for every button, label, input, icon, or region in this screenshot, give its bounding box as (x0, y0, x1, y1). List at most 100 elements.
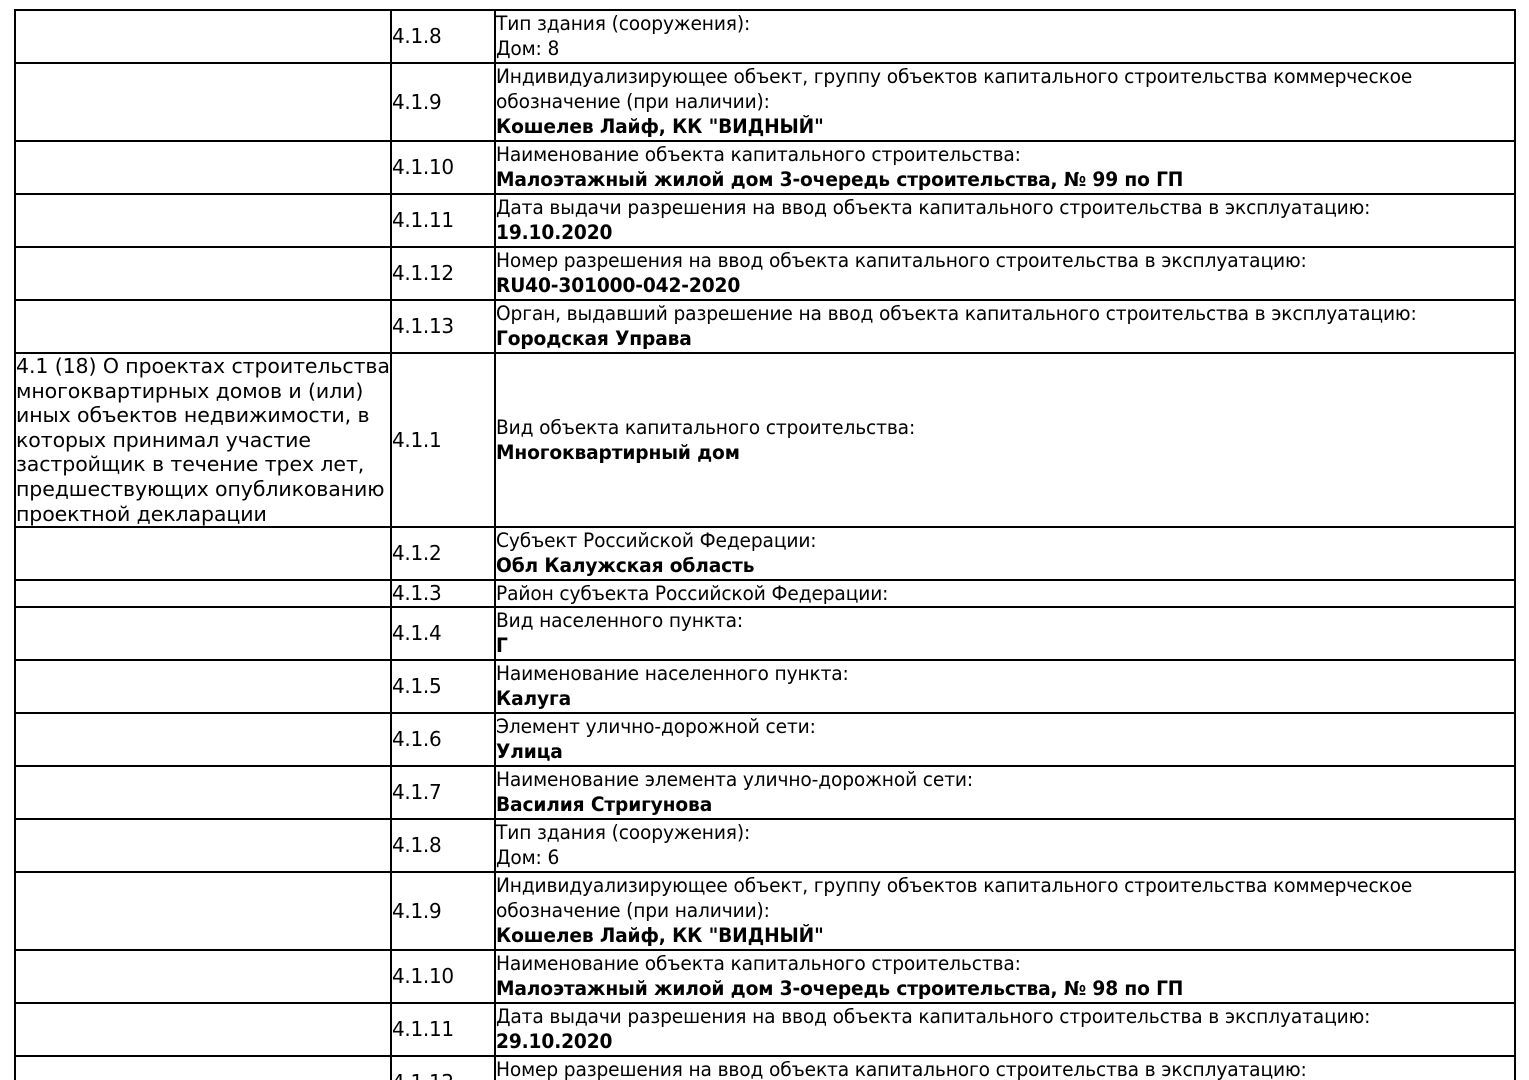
table-row: 4.1 (18) О проектах строительства многок… (14, 351, 1516, 529)
field-value: Василия Стригунова (496, 793, 713, 817)
section-description-cell (14, 246, 392, 301)
section-description-cell (14, 712, 392, 768)
field-code-cell: 4.1.9 (390, 62, 496, 142)
field-content-cell: Вид населенного пункта: Г (494, 606, 1516, 662)
field-content-cell: Тип здания (сооружения): Дом: 6 (494, 818, 1516, 874)
field-content-cell: Наименование объекта капитального строит… (494, 140, 1516, 195)
field-value: Многоквартирный дом (496, 440, 740, 464)
table-row: 4.1.10 Наименование объекта капитального … (14, 140, 1516, 195)
field-code-cell: 4.1.10 (390, 140, 496, 195)
table-row: 4.1.3 Район субъекта Российской Федерации… (14, 579, 1516, 609)
table-row: 4.1.12 Номер разрешения на ввод объекта к… (14, 246, 1516, 301)
field-label: Наименование элемента улично-дорожной се… (496, 768, 974, 792)
field-label: Номер разрешения на ввод объекта капитал… (496, 249, 1307, 272)
table-row: 4.1.8 Тип здания (сооружения): Дом: 6 (14, 818, 1516, 874)
field-content-cell: Индивидуализирующее объект, группу объек… (494, 871, 1516, 952)
field-label: Номер разрешения на ввод объекта капитал… (496, 1058, 1307, 1080)
field-code: 4.1.5 (392, 674, 442, 699)
field-label: Наименование объекта капитального строит… (496, 952, 1021, 976)
field-content-cell: Наименование населенного пункта: Калуга (494, 659, 1516, 715)
field-content-cell: Индивидуализирующее объект, группу объек… (494, 62, 1516, 142)
section-description-cell (14, 140, 392, 195)
table-row: 4.1.8 Тип здания (сооружения): Дом: 8 (14, 9, 1516, 64)
table-row: 4.1.6 Элемент улично-дорожной сети: Улица (14, 712, 1516, 768)
field-content-cell: Район субъекта Российской Федерации: (494, 579, 1516, 609)
field-code-cell: 4.1.8 (390, 9, 496, 64)
field-content-cell: Дата выдачи разрешения на ввод объекта к… (494, 193, 1516, 248)
field-value: Дом: 6 (496, 846, 560, 870)
table-row: 4.1.11 Дата выдачи разрешения на ввод объ… (14, 1002, 1516, 1058)
table-row: 4.1.7 Наименование элемента улично-дорожн… (14, 765, 1516, 821)
field-code: 4.1.9 (392, 89, 442, 114)
field-label: Вид населенного пункта: (496, 609, 744, 633)
field-code: 4.1.2 (392, 541, 442, 566)
table-row: 4.1.4 Вид населенного пункта: Г (14, 606, 1516, 662)
field-value: Малоэтажный жилой дом 3-очередь строител… (496, 168, 1184, 191)
field-code-cell: 4.1.11 (390, 1002, 496, 1058)
field-code-cell: 4.1.3 (390, 579, 496, 609)
field-label: Наименование объекта капитального строит… (496, 143, 1021, 166)
section-description-cell (14, 526, 392, 582)
field-value: Малоэтажный жилой дом 3-очередь строител… (496, 977, 1184, 1001)
field-code-cell: 4.1.2 (390, 526, 496, 582)
section-description-cell (14, 9, 392, 64)
field-code: 4.1.11 (392, 208, 454, 232)
section-description-cell (14, 659, 392, 715)
field-code: 4.1.13 (392, 314, 454, 338)
field-code: 4.1.8 (392, 833, 442, 858)
field-value: Дом: 8 (496, 37, 560, 60)
field-content-cell: Тип здания (сооружения): Дом: 8 (494, 9, 1516, 64)
field-code: 4.1.7 (392, 780, 442, 805)
table-row: 4.1.10 Наименование объекта капитального … (14, 949, 1516, 1005)
field-code-cell: 4.1.11 (390, 193, 496, 248)
field-label: Район субъекта Российской Федерации: (496, 582, 889, 606)
field-value: Улица (496, 740, 563, 764)
field-code-cell: 4.1.6 (390, 712, 496, 768)
field-label: Дата выдачи разрешения на ввод объекта к… (496, 1005, 1371, 1029)
field-content-cell: Орган, выдавший разрешение на ввод объек… (494, 299, 1516, 354)
section-description-cell (14, 765, 392, 821)
field-content-cell: Вид объекта капитального строительства: М… (494, 351, 1516, 529)
field-code: 4.1.10 (392, 155, 454, 179)
field-code-cell: 4.1.8 (390, 818, 496, 874)
field-content-cell: Наименование элемента улично-дорожной се… (494, 765, 1516, 821)
field-code: 4.1.3 (392, 581, 442, 606)
field-value: Г (496, 634, 508, 658)
field-value: Кошелев Лайф, КК "ВИДНЫЙ" (496, 924, 824, 948)
field-content-cell: Субъект Российской Федерации: Обл Калужск… (494, 526, 1516, 582)
section-description-cell (14, 1055, 392, 1080)
field-value: Городская Управа (496, 327, 692, 350)
field-code-cell: 4.1.9 (390, 871, 496, 952)
field-content-cell: Номер разрешения на ввод объекта капитал… (494, 1055, 1516, 1080)
table-row: 4.1.2 Субъект Российской Федерации: Обл Ка… (14, 526, 1516, 582)
field-code: 4.1.11 (392, 1017, 454, 1042)
field-code: 4.1.9 (392, 898, 442, 923)
section-description-cell (14, 193, 392, 248)
field-code: 4.1.4 (392, 621, 442, 646)
field-label: Индивидуализирующее объект, группу объек… (496, 65, 1413, 113)
field-label: Орган, выдавший разрешение на ввод объек… (496, 302, 1417, 325)
field-label: Дата выдачи разрешения на ввод объекта к… (496, 196, 1371, 219)
section-description-cell (14, 62, 392, 142)
field-label: Элемент улично-дорожной сети: (496, 715, 816, 739)
section-description-cell (14, 1002, 392, 1058)
field-code-cell: 4.1.4 (390, 606, 496, 662)
field-code: 4.1.12 (392, 261, 454, 285)
field-code: 4.1.10 (392, 964, 454, 989)
field-code-cell: 4.1.12 (390, 246, 496, 301)
field-code-cell: 4.1.5 (390, 659, 496, 715)
section-description-cell (14, 579, 392, 609)
field-code-cell: 4.1.12 (390, 1055, 496, 1080)
field-value: 29.10.2020 (496, 1030, 613, 1054)
section-description-cell (14, 871, 392, 952)
field-value: Кошелев Лайф, КК "ВИДНЫЙ" (496, 115, 824, 138)
section-description-text: 4.1 (18) О проектах строительства многок… (16, 354, 390, 526)
field-label: Вид объекта капитального строительства: (496, 415, 916, 439)
field-content-cell: Элемент улично-дорожной сети: Улица (494, 712, 1516, 768)
section-description-cell (14, 818, 392, 874)
table-row: 4.1.9 Индивидуализирующее объект, группу … (14, 62, 1516, 142)
table-body: 4.1.8 Тип здания (сооружения): Дом: 8 4.1.9… (14, 9, 1516, 1080)
field-label: Наименование населенного пункта: (496, 662, 849, 686)
